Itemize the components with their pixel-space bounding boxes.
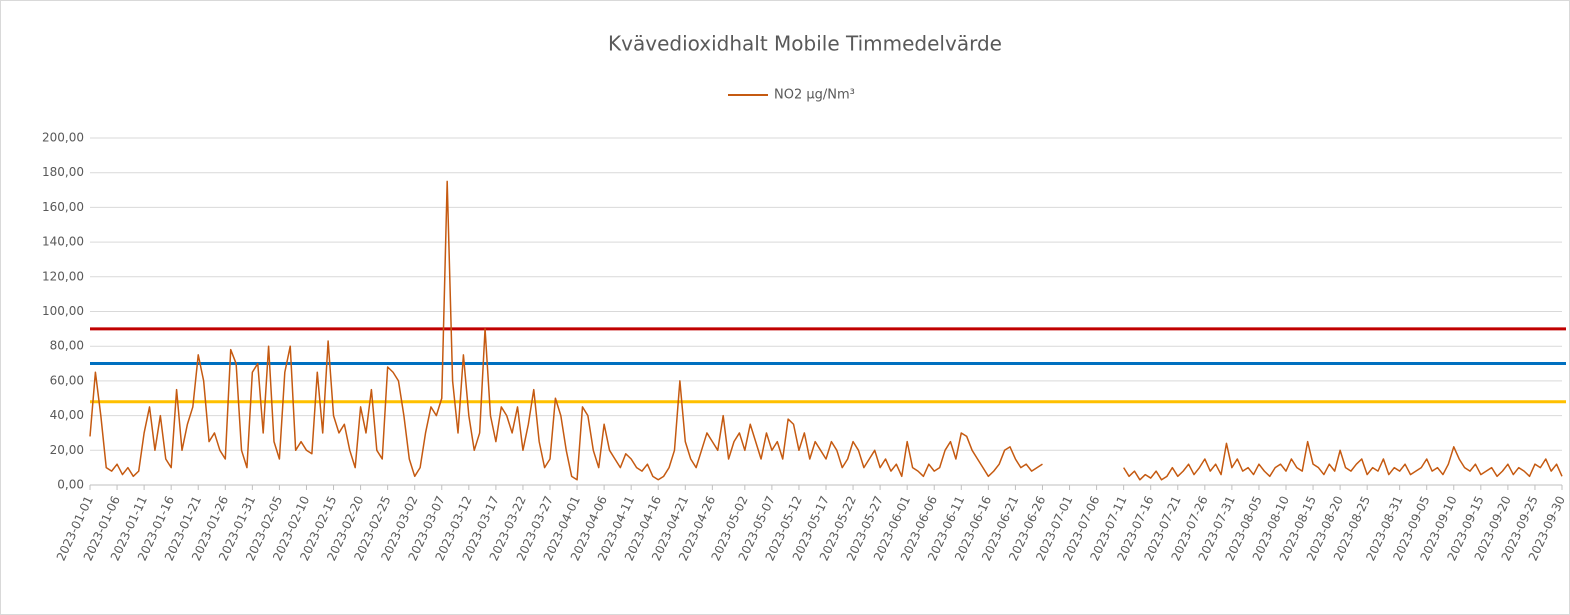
y-tick-label: 20,00: [50, 443, 84, 457]
y-tick-label: 120,00: [42, 269, 84, 283]
y-tick-label: 200,00: [42, 131, 84, 145]
y-tick-label: 140,00: [42, 235, 84, 249]
legend-label: NO2 µg/Nm³: [774, 88, 855, 103]
y-tick-label: 40,00: [50, 408, 84, 422]
chart-title: Kvävedioxidhalt Mobile Timmedelvärde: [608, 32, 1002, 56]
y-tick-label: 180,00: [42, 165, 84, 179]
y-tick-label: 60,00: [50, 373, 84, 387]
y-tick-label: 0,00: [57, 478, 84, 492]
data-line: [89, 180, 1563, 481]
y-tick-label: 160,00: [42, 200, 84, 214]
y-tick-label: 100,00: [42, 304, 84, 318]
y-tick-label: 80,00: [50, 339, 84, 353]
